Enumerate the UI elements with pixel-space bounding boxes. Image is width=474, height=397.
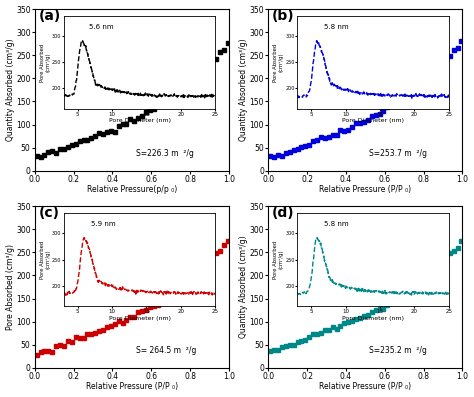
Y-axis label: Quantity Absorbed (cm³/g): Quantity Absorbed (cm³/g) [239,236,248,338]
Text: S=235.2 m  ²/g: S=235.2 m ²/g [369,346,427,355]
Text: (c): (c) [38,206,60,220]
Text: (b): (b) [272,9,295,23]
Text: S=253.7 m  ²/g: S=253.7 m ²/g [369,149,427,158]
Text: S= 264.5 m  ²/g: S= 264.5 m ²/g [136,346,196,355]
Text: S=226.3 m  ²/g: S=226.3 m ²/g [136,149,193,158]
Y-axis label: Quantity Absorbed (cm³/g): Quantity Absorbed (cm³/g) [6,39,15,141]
Text: (d): (d) [272,206,295,220]
Y-axis label: Pore Absorbed (cm³/g): Pore Absorbed (cm³/g) [6,244,15,330]
X-axis label: Relative Pressure(p/p ₀): Relative Pressure(p/p ₀) [87,185,177,195]
X-axis label: Relative Pressure (P/P ₀): Relative Pressure (P/P ₀) [319,185,411,195]
X-axis label: Relative Pressure (P/P ₀): Relative Pressure (P/P ₀) [86,382,178,391]
Text: (a): (a) [38,9,61,23]
X-axis label: Relative Pressure (P/P ₀): Relative Pressure (P/P ₀) [319,382,411,391]
Y-axis label: Quantity Absorbed (cm³/g): Quantity Absorbed (cm³/g) [239,39,248,141]
